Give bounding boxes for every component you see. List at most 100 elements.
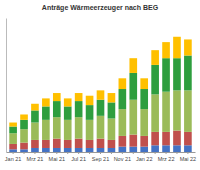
bar [9,123,17,127]
tick-label: Jan 21 [5,156,22,162]
y-axis-line [6,19,7,153]
tick [176,152,177,154]
tick: Jul 21 [71,152,86,162]
bar [42,140,50,148]
tick-mark [24,152,25,154]
bar [9,133,17,144]
bar [119,136,127,147]
bar [173,145,181,152]
bar [108,148,116,152]
bar [184,56,192,91]
bar [151,94,159,132]
tick-label: Jul 21 [71,156,86,162]
bar [53,139,61,148]
tick-label: Jan 22 [136,156,153,162]
series [9,37,191,127]
bar [151,50,159,65]
bar [42,98,50,106]
bar [86,140,94,148]
bar [108,93,116,102]
bar [64,148,72,152]
bar [97,90,105,99]
bar [42,120,50,140]
bar [162,132,170,145]
tick-mark [187,152,188,154]
series [9,56,191,134]
bar [31,123,39,140]
bar [9,127,17,134]
bar [129,100,137,135]
tick [45,152,46,154]
bar [9,144,17,149]
bar [108,140,116,148]
bar [53,148,61,152]
tick: Mrz 22 [158,152,175,162]
bar [151,145,159,152]
bar [97,100,105,116]
bar [173,58,181,90]
bar [64,106,72,119]
bars [9,37,191,152]
bar [20,143,28,150]
bar [108,119,116,140]
bar [64,98,72,106]
bar [86,120,94,140]
bar [173,37,181,58]
tick-label: Mai 22 [180,156,197,162]
chart: Anträge Wärmeerzeuger nach BEGJan 21Mrz … [0,0,200,170]
bar [140,136,148,147]
bar [9,149,17,152]
tick [24,152,25,154]
tick: Mai 22 [180,152,197,162]
bar [184,90,192,132]
tick: Nov 21 [114,152,131,162]
tick-label: Mai 21 [49,156,66,162]
x-axis-line [7,152,196,153]
bar [97,139,105,148]
tick-mark [89,152,90,154]
bar [184,132,192,145]
bar [97,148,105,152]
tick: Mai 21 [49,152,66,162]
bar [20,149,28,152]
tick-mark [100,152,101,154]
tick-mark [67,152,68,154]
tick-mark [166,152,167,154]
bar [75,139,83,148]
bar [184,145,192,152]
bar [42,148,50,152]
tick-mark [144,152,145,154]
bar [140,147,148,152]
tick-label: Sep 21 [92,156,109,162]
bar [162,42,170,58]
bar [75,148,83,152]
tick-mark [34,152,35,154]
tick: Mrz 21 [27,152,44,162]
bar [75,101,83,117]
bar [119,109,127,136]
bar [173,131,181,146]
bar [184,39,192,55]
tick-label: Nov 21 [114,156,131,162]
tick [89,152,90,154]
bar [162,145,170,152]
bar [53,101,61,117]
bar [162,92,170,132]
tick-mark [78,152,79,154]
bar [64,140,72,148]
bar [140,89,148,109]
y-axis [6,19,7,153]
bar [31,140,39,148]
bar [86,105,94,120]
bar [151,132,159,145]
bar [108,102,116,118]
bar [53,117,61,138]
bar [162,58,170,91]
bar [75,117,83,138]
tick-mark [111,152,112,154]
plot: Jan 21 Mrz 21 Mai 21 Jul 21 Sep 21 Nov 21 Jan … [5,19,196,162]
bar [31,148,39,152]
tick-label: Mrz 21 [27,156,44,162]
tick-mark [155,152,156,154]
bar [151,65,159,94]
